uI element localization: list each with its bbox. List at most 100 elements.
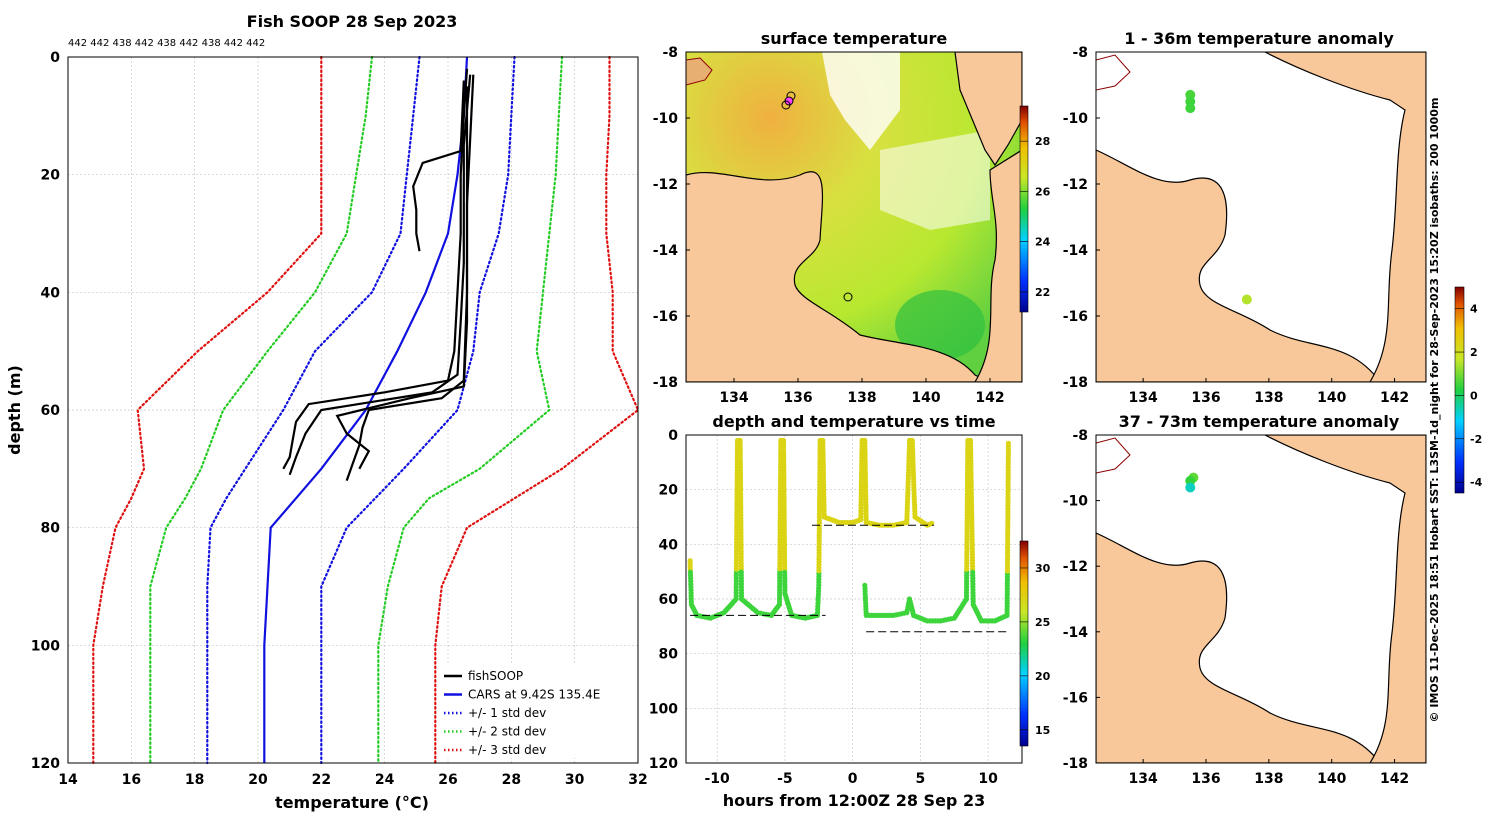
profile-lines (92, 55, 640, 765)
map-ytick: -12 (1063, 559, 1088, 575)
sst-cb-label: 24 (1035, 236, 1051, 249)
anom2-point (1185, 482, 1196, 493)
anom-cb-label: -2 (1470, 433, 1482, 446)
profile-ytick: 100 (31, 638, 60, 654)
sst-cloud (822, 52, 900, 150)
profile-xtick: 30 (565, 772, 585, 788)
anom1-land-east (1264, 52, 1426, 382)
anom2-land-east (1264, 435, 1426, 763)
std2-high-line (377, 55, 564, 765)
map-ytick: -16 (1063, 309, 1088, 325)
fish-profile-line (412, 80, 465, 252)
map-ytick: -8 (1072, 428, 1088, 444)
time-point (1005, 440, 1012, 446)
anomaly-colorbar (1454, 286, 1465, 494)
map-ytick: -14 (1063, 625, 1089, 641)
time-xtick: -5 (777, 771, 793, 787)
map-xtick: 138 (847, 390, 876, 406)
std3-low-line (92, 55, 323, 765)
time-cb-label: 30 (1035, 562, 1051, 575)
map-xtick: 136 (1191, 390, 1220, 406)
time-colorbar (1019, 540, 1029, 747)
profile-chart: Fish SOOP 28 Sep 2023 442 442 438 442 43… (5, 12, 648, 812)
anom1-points (1185, 89, 1252, 305)
std2-low-line (149, 55, 374, 765)
side-note: © IMOS 11-Dec-2025 18:51 Hobart SST: L3S… (1428, 98, 1441, 723)
sst-cb-label: 28 (1035, 135, 1050, 148)
anomaly-map-1: 1 - 36m temperature anomaly 134 136 138 140… (1063, 29, 1427, 406)
time-cb-label: 20 (1035, 670, 1051, 683)
sst-cool-patch (895, 290, 985, 360)
map-ytick: -18 (1063, 375, 1088, 391)
profile-frame (67, 56, 639, 764)
time-cb-label: 25 (1035, 616, 1050, 629)
map-ytick: -18 (1063, 756, 1088, 772)
map-ytick: -8 (662, 45, 678, 61)
profile-ticks: 14 16 18 20 22 24 26 28 30 32 0 20 40 60 80 100 120 (31, 50, 648, 788)
profile-ylabel: depth (m) (5, 365, 24, 455)
map-ytick: -10 (1063, 494, 1089, 510)
legend-label: +/- 1 std dev (468, 706, 546, 720)
map-xtick: 134 (719, 390, 748, 406)
profile-legend: fishSOOP CARS at 9.42S 135.4E +/- 1 std de… (438, 664, 634, 758)
profile-xtick: 26 (438, 772, 457, 788)
profile-xtick: 18 (185, 772, 204, 788)
anom1-point (1241, 294, 1252, 305)
map-ytick: -12 (1063, 177, 1088, 193)
map-xtick: 134 (1129, 771, 1158, 787)
std1-low-line (206, 55, 421, 765)
time-ytick: 40 (659, 537, 679, 553)
map-ytick: -14 (1063, 243, 1089, 259)
sst-ticks: 134 136 138 140 142 -8 -10 -12 -14 -16 -18 (653, 45, 1005, 406)
anom2-points (1185, 472, 1199, 493)
anom-cb-label: 0 (1470, 389, 1478, 402)
time-ytick: 60 (659, 592, 679, 608)
map-ytick: -18 (653, 375, 678, 391)
sst-map: surface temperature 134 136 138 140 142 -8 -10… (653, 29, 1051, 406)
anom2-land-mainland (1096, 532, 1381, 763)
map-xtick: 138 (1254, 390, 1283, 406)
legend-label: +/- 3 std dev (468, 743, 546, 757)
map-ytick: -10 (653, 111, 679, 127)
sst-marker-3 (781, 100, 791, 110)
anom-cb-label: 4 (1470, 303, 1478, 316)
map-xtick: 136 (1191, 771, 1220, 787)
legend-label: fishSOOP (468, 669, 523, 683)
legend-label: +/- 2 std dev (468, 725, 546, 739)
time-chart: depth and temperature vs time -10 -5 0 5 100… (649, 412, 1051, 810)
anom2-ticks: 134 136 138 140 142 -8 -10 -12 -14 -16 -18 (1063, 428, 1409, 787)
legend-label: CARS at 9.42S 135.4E (468, 688, 600, 702)
profile-xtick: 28 (502, 772, 521, 788)
map-xtick: 140 (1317, 390, 1346, 406)
fish-profile-line (345, 86, 469, 481)
map-xtick: 142 (1380, 771, 1409, 787)
profile-xtick: 16 (122, 772, 141, 788)
anom2-island-outline (1096, 437, 1131, 474)
anom1-land-mainland (1096, 149, 1381, 382)
sst-colorbar (1019, 105, 1029, 313)
anom2-frame (1095, 434, 1427, 764)
map-xtick: 142 (1380, 390, 1409, 406)
profile-ytick: 40 (41, 285, 61, 301)
time-title: depth and temperature vs time (712, 412, 995, 431)
anomaly-colorbar-ticks: -4 -2 0 2 4 (1455, 303, 1483, 489)
map-ytick: -16 (1063, 690, 1088, 706)
time-ytick: 0 (668, 428, 678, 444)
profile-ytick: 0 (50, 50, 60, 66)
map-xtick: 138 (1254, 771, 1283, 787)
time-xtick: 5 (916, 771, 926, 787)
map-xtick: 142 (975, 390, 1004, 406)
profile-xtick: 24 (375, 772, 395, 788)
anom-cb-label: 2 (1470, 346, 1478, 359)
time-ytick: 20 (659, 483, 679, 499)
time-xlabel: hours from 12:00Z 28 Sep 23 (723, 791, 985, 810)
sst-land-mainland (686, 171, 991, 382)
anom1-island-outline (1096, 54, 1131, 91)
sst-land-east (974, 149, 1022, 382)
anom1-title: 1 - 36m temperature anomaly (1124, 29, 1394, 48)
legend-box (438, 664, 634, 758)
map-xtick: 136 (783, 390, 812, 406)
std1-high-line (320, 55, 516, 765)
time-colorbar-ticks: 15 20 25 30 (1020, 562, 1051, 737)
